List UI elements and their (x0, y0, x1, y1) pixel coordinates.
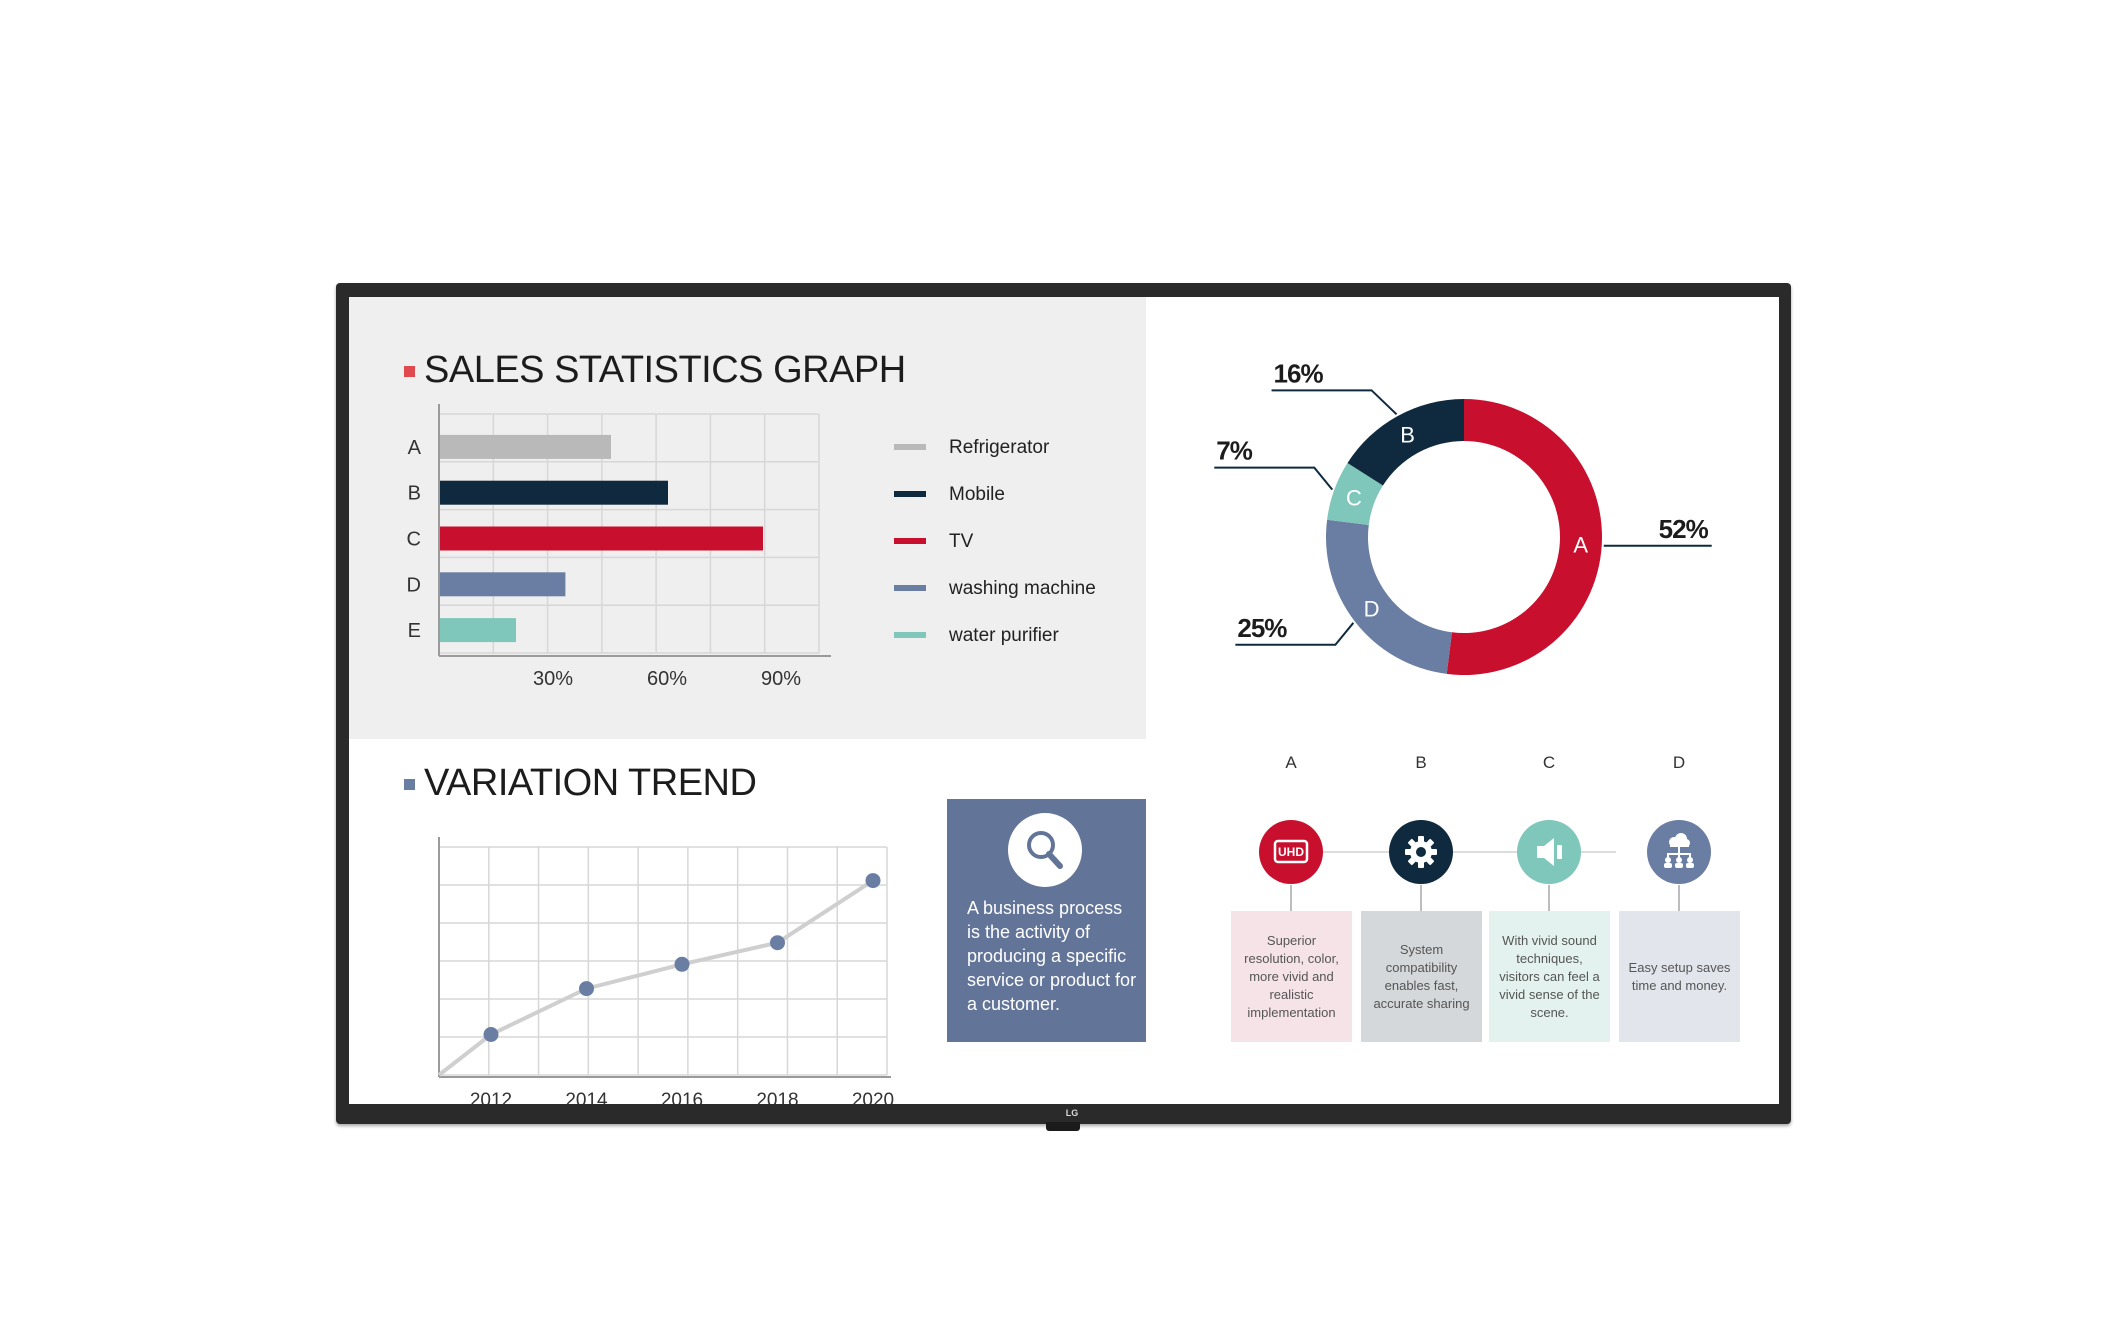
y-tick-label: B (408, 483, 421, 505)
x-tick-label: 90% (761, 668, 801, 690)
step-letter-d: D (1672, 753, 1686, 772)
bar-b (440, 480, 668, 505)
gear-icon (1389, 820, 1453, 884)
x-tick-label: 2020 (852, 1090, 894, 1104)
x-tick-label: 30% (533, 668, 573, 690)
x-tick-label: 2014 (565, 1090, 608, 1104)
slice-label: C (1346, 485, 1362, 510)
y-tick-label: D (407, 574, 421, 596)
slice-label: D (1364, 597, 1380, 622)
trend-title: VARIATION TREND (424, 762, 757, 804)
donut-slice-b (1347, 399, 1464, 486)
x-tick-label: 2018 (756, 1090, 798, 1104)
legend-swatch (894, 444, 926, 450)
slice-label: B (1400, 422, 1415, 447)
donut-slice-d (1326, 519, 1452, 674)
x-tick-label: 2016 (661, 1090, 703, 1104)
legend-label: Mobile (949, 484, 1005, 505)
legend-swatch (894, 632, 926, 638)
callout-line (1214, 466, 1334, 491)
sales-title-marker (404, 366, 415, 377)
step-letter-b: B (1415, 753, 1427, 772)
info-box: A business process is the activity of pr… (947, 799, 1146, 1042)
data-point (865, 873, 881, 889)
tv-stand-tab (1046, 1122, 1080, 1131)
sales-title: SALES STATISTICS GRAPH (424, 349, 906, 391)
magnifier-icon (1008, 813, 1082, 887)
legend-label: Refrigerator (949, 437, 1050, 458)
tv-screen: SALES STATISTICS GRAPH VARIATION TREND A… (349, 297, 1779, 1104)
legend-swatch (894, 538, 926, 544)
slice-label: A (1573, 532, 1588, 557)
value-label: 7% (1216, 436, 1252, 466)
sales-panel-background (349, 297, 1146, 739)
variation-line-chart: 2012 2014 2016 2018 2020 (437, 837, 894, 1104)
data-point (674, 956, 690, 972)
network-icon (1647, 820, 1711, 884)
y-tick-label: A (408, 437, 422, 459)
legend-swatch (894, 491, 926, 497)
donut-slice-a (1446, 399, 1602, 675)
info-box-text: A business process is the activity of pr… (967, 898, 1137, 1014)
value-label: 16% (1274, 358, 1324, 388)
legend-label: washing machine (948, 578, 1096, 599)
value-label: 52% (1659, 514, 1709, 544)
y-tick-label: E (408, 620, 421, 642)
step-letter-a: A (1285, 753, 1297, 772)
step-card-d: Easy setup saves time and money. (1619, 911, 1740, 1042)
data-point (770, 935, 785, 951)
donut-slice-c (1327, 463, 1383, 525)
x-tick-label: 60% (647, 668, 687, 690)
data-point (579, 981, 594, 997)
value-label: 25% (1237, 613, 1287, 643)
callout-line (1271, 389, 1398, 416)
step-letter-c: C (1542, 753, 1556, 772)
data-point (483, 1027, 499, 1042)
bar-e (440, 618, 516, 643)
legend-swatch (894, 585, 926, 591)
sales-bar-chart: A B C D E 30% 60% 90% Refrigerator Mobile TV washin… (407, 404, 1096, 690)
uhd-icon: UHD (1259, 820, 1323, 884)
step-card-a: Superior resolution, color, more vivid a… (1231, 911, 1352, 1042)
bar-a (440, 434, 611, 459)
step-card-c: With vivid sound techniques, visitors ca… (1489, 911, 1610, 1042)
trend-line (437, 878, 875, 1077)
speaker-icon (1517, 820, 1581, 884)
share-donut-chart: A 52% D 25% C 7% B 16% (1214, 358, 1712, 675)
x-tick-label: 2012 (470, 1090, 512, 1104)
y-tick-label: C (407, 529, 421, 551)
bar-c (440, 526, 763, 551)
bar-d (440, 572, 566, 597)
step-card-b: System compatibility enables fast, accur… (1361, 911, 1482, 1042)
callout-line (1235, 622, 1355, 646)
legend-label: TV (949, 531, 974, 552)
legend-label: water purifier (948, 625, 1059, 646)
trend-title-marker (404, 779, 415, 790)
brand-logo: LG (1065, 1108, 1079, 1118)
svg-text:UHD: UHD (1278, 845, 1304, 859)
